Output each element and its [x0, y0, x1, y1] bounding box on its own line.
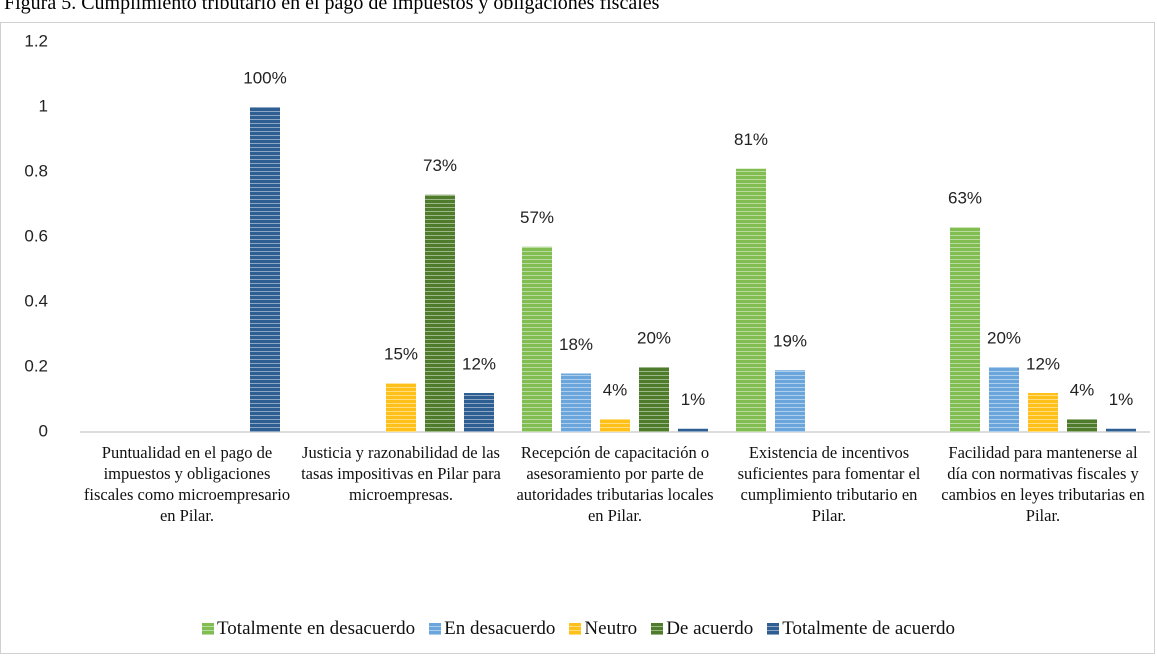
legend: Totalmente en desacuerdo En desacuerdo Neu… — [0, 618, 1157, 640]
data-label: 73% — [423, 156, 457, 175]
bar — [639, 367, 669, 432]
y-tick-label: 0 — [39, 421, 48, 440]
data-label: 4% — [603, 380, 628, 399]
bar — [1028, 393, 1058, 432]
legend-item: En desacuerdo — [429, 618, 555, 640]
legend-label: Totalmente de acuerdo — [782, 618, 955, 639]
data-label: 12% — [1026, 354, 1060, 373]
legend-item: De acuerdo — [651, 618, 753, 640]
bar — [561, 373, 591, 432]
x-tick-label: Recepción de capacitación o asesoramient… — [516, 443, 714, 525]
legend-swatch — [767, 623, 780, 635]
bar — [386, 383, 416, 432]
bar — [425, 194, 455, 432]
legend-swatch — [429, 623, 442, 635]
y-tick-label: 0.4 — [24, 291, 48, 310]
data-label: 63% — [948, 189, 982, 208]
legend-item: Totalmente en desacuerdo — [202, 618, 415, 640]
x-tick-label: Puntualidad en el pago de impuestos y ob… — [83, 443, 291, 525]
legend-label: Totalmente en desacuerdo — [217, 618, 416, 639]
legend-swatch — [651, 623, 664, 635]
bar — [1106, 428, 1136, 432]
data-label: 20% — [637, 328, 671, 347]
data-label: 81% — [734, 130, 768, 149]
y-tick-label: 0.8 — [24, 161, 48, 180]
bar — [989, 367, 1019, 432]
chart-frame — [0, 22, 1155, 654]
bar — [775, 370, 805, 432]
legend-item: Neutro — [569, 618, 637, 640]
y-tick-label: 1 — [39, 96, 48, 115]
legend-label: En desacuerdo — [444, 618, 556, 639]
legend-item: Totalmente de acuerdo — [767, 618, 955, 640]
bar — [1067, 419, 1097, 432]
y-tick-label: 0.6 — [24, 226, 48, 245]
data-label: 4% — [1070, 380, 1095, 399]
data-label: 19% — [773, 332, 807, 351]
bar — [250, 107, 280, 432]
data-label: 57% — [520, 208, 554, 227]
data-label: 20% — [987, 328, 1021, 347]
data-label: 100% — [243, 68, 286, 87]
data-label: 1% — [1109, 390, 1134, 409]
y-tick-label: 1.2 — [24, 31, 48, 50]
legend-swatch — [569, 623, 582, 635]
legend-swatch — [202, 623, 215, 635]
legend-label: Neutro — [584, 618, 638, 639]
y-tick-label: 0.2 — [24, 356, 48, 375]
legend-label: De acuerdo — [666, 618, 754, 639]
bar — [600, 419, 630, 432]
bar — [522, 246, 552, 432]
bar — [678, 428, 708, 432]
chart-title: Figura 5. Cumplimiento tributario en el … — [4, 0, 660, 14]
bar — [736, 168, 766, 432]
bar — [464, 393, 494, 432]
x-tick-label: Justicia y razonabilidad de las tasas im… — [301, 443, 501, 504]
data-label: 12% — [462, 354, 496, 373]
bar — [950, 227, 980, 432]
x-tick-label: Existencia de incentivos suficientes par… — [737, 443, 921, 525]
data-label: 18% — [559, 335, 593, 354]
x-tick-label: Facilidad para mantenerse al día con nor… — [941, 443, 1145, 525]
data-label: 15% — [384, 345, 418, 364]
data-label: 1% — [681, 390, 706, 409]
